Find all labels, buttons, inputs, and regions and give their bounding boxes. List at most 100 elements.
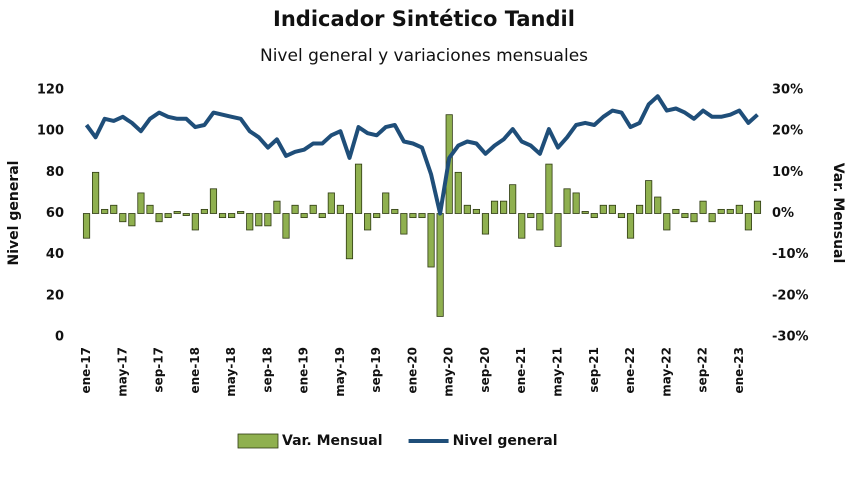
bar bbox=[663, 213, 671, 231]
bar bbox=[309, 204, 317, 214]
y2-tick-label: -20% bbox=[772, 288, 809, 303]
x-tick-label: ene-22 bbox=[623, 347, 637, 394]
x-tick-label: sep-18 bbox=[260, 347, 274, 393]
bar bbox=[726, 208, 734, 214]
y2-tick-label: 10% bbox=[772, 165, 803, 180]
bar bbox=[237, 211, 245, 214]
x-tick-label: sep-21 bbox=[587, 347, 601, 393]
x-tick-label: sep-19 bbox=[369, 347, 383, 393]
bar bbox=[373, 213, 381, 219]
bar bbox=[354, 163, 363, 214]
bar bbox=[500, 200, 508, 214]
bar bbox=[744, 213, 752, 231]
bar bbox=[645, 180, 653, 214]
bar bbox=[454, 171, 462, 214]
legend-label: Var. Mensual bbox=[282, 433, 383, 449]
bar bbox=[563, 188, 571, 214]
y2-tick-label: -30% bbox=[772, 330, 809, 345]
bar bbox=[554, 213, 562, 247]
bar bbox=[200, 208, 208, 214]
bar bbox=[636, 204, 644, 214]
bar bbox=[209, 188, 218, 214]
bar bbox=[654, 196, 662, 214]
bar bbox=[418, 213, 426, 219]
y2-tick-label: 20% bbox=[772, 124, 803, 139]
x-tick-label: ene-18 bbox=[188, 347, 202, 394]
bar bbox=[318, 213, 326, 219]
bar bbox=[273, 200, 281, 214]
x-tick-label: may-19 bbox=[333, 347, 347, 397]
bar bbox=[137, 192, 145, 214]
bar bbox=[264, 213, 272, 227]
bar bbox=[427, 213, 435, 268]
y-tick-label: 120 bbox=[37, 83, 64, 98]
bar bbox=[173, 211, 181, 214]
x-tick-label: may-22 bbox=[659, 347, 673, 397]
x-tick-label: sep-17 bbox=[152, 347, 166, 393]
bar bbox=[753, 200, 762, 214]
bar bbox=[536, 213, 544, 231]
bar bbox=[364, 213, 372, 231]
y-tick-label: 20 bbox=[46, 288, 64, 303]
bar bbox=[291, 204, 299, 214]
bar bbox=[545, 163, 553, 214]
bar bbox=[590, 213, 598, 219]
bar bbox=[699, 200, 707, 214]
bar bbox=[509, 184, 517, 214]
bar bbox=[382, 192, 390, 214]
bar bbox=[336, 204, 344, 214]
bar bbox=[92, 171, 100, 214]
bar bbox=[128, 213, 136, 227]
bar bbox=[463, 204, 471, 214]
bar bbox=[717, 208, 725, 214]
bar bbox=[391, 208, 399, 214]
legend-label: Nivel general bbox=[453, 433, 558, 449]
bar bbox=[708, 213, 716, 223]
bar bbox=[672, 208, 680, 214]
x-tick-label: may-18 bbox=[224, 347, 238, 397]
y-tick-label: 40 bbox=[46, 247, 64, 262]
bar bbox=[101, 208, 109, 214]
bar bbox=[282, 213, 290, 239]
x-tick-label: may-17 bbox=[115, 347, 129, 397]
y-tick-label: 100 bbox=[37, 124, 64, 139]
bar bbox=[218, 213, 227, 219]
bar bbox=[581, 211, 589, 214]
bar bbox=[518, 213, 526, 239]
chart-title: Indicador Sintético Tandil bbox=[273, 7, 575, 31]
bar bbox=[436, 213, 444, 317]
bar bbox=[735, 204, 743, 214]
bar bbox=[481, 213, 490, 235]
x-tick-label: ene-20 bbox=[405, 347, 419, 394]
line bbox=[84, 94, 759, 216]
x-tick-label: ene-17 bbox=[79, 347, 93, 394]
x-tick-label: may-21 bbox=[551, 347, 565, 397]
bar bbox=[626, 213, 635, 239]
x-tick-label: sep-22 bbox=[696, 347, 710, 393]
y-tick-label: 0 bbox=[55, 330, 64, 345]
bar bbox=[690, 213, 698, 223]
legend-swatch bbox=[237, 433, 279, 449]
x-tick-label: ene-21 bbox=[514, 347, 528, 394]
y-tick-label: 60 bbox=[46, 206, 64, 221]
bar bbox=[300, 213, 308, 219]
bar bbox=[191, 213, 199, 231]
y2-axis-title: Var. Mensual bbox=[830, 163, 846, 264]
x-tick-label: ene-23 bbox=[732, 347, 746, 394]
bar bbox=[246, 213, 254, 231]
bar bbox=[119, 213, 127, 223]
y-axis-title: Nivel general bbox=[6, 161, 22, 266]
bar bbox=[110, 204, 118, 214]
bar bbox=[146, 204, 154, 214]
bar bbox=[255, 213, 263, 227]
y2-tick-label: 0% bbox=[772, 206, 794, 221]
bar bbox=[608, 204, 616, 214]
bar bbox=[155, 213, 163, 223]
bar bbox=[572, 192, 580, 214]
bar bbox=[490, 200, 499, 214]
bar bbox=[409, 213, 417, 219]
bar bbox=[82, 213, 91, 239]
bar bbox=[681, 213, 689, 219]
y2-tick-label: -10% bbox=[772, 247, 809, 262]
bar bbox=[599, 204, 607, 214]
